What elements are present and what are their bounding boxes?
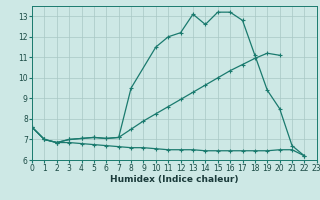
X-axis label: Humidex (Indice chaleur): Humidex (Indice chaleur) xyxy=(110,175,239,184)
